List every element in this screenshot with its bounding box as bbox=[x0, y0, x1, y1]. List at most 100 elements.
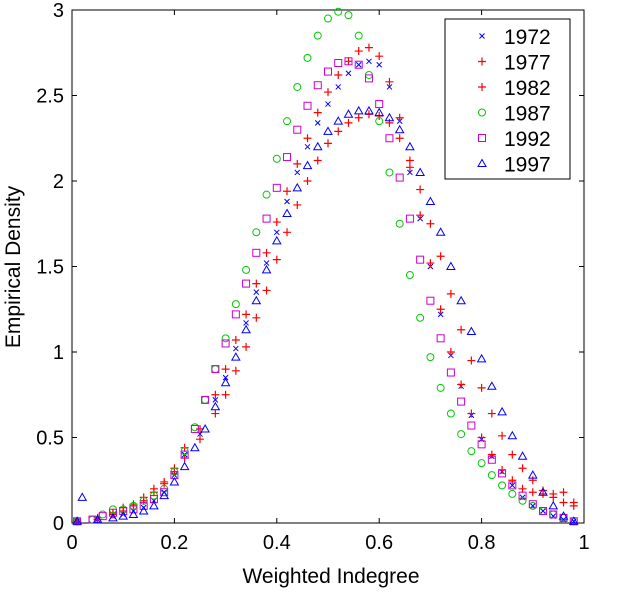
data-point bbox=[272, 154, 281, 163]
y-tick-label: 0.5 bbox=[36, 428, 64, 450]
data-point bbox=[416, 255, 425, 264]
data-point bbox=[538, 487, 548, 496]
data-point bbox=[539, 507, 548, 516]
data-point bbox=[385, 168, 394, 177]
data-point bbox=[221, 339, 230, 348]
data-point bbox=[364, 43, 373, 52]
data-point bbox=[508, 481, 517, 490]
data-point bbox=[212, 397, 219, 403]
data-point bbox=[324, 88, 332, 97]
data-point bbox=[405, 214, 414, 223]
y-tick-label: 1 bbox=[53, 342, 64, 364]
data-point bbox=[384, 112, 395, 122]
data-point bbox=[559, 498, 568, 507]
data-point bbox=[354, 113, 363, 122]
axis-ticks: 0 0.2 0.4 0.6 0.8 1 0 0.5 1 1.5 2 2.5 3 bbox=[36, 0, 589, 554]
data-point bbox=[487, 471, 496, 480]
data-point bbox=[457, 397, 466, 406]
data-point bbox=[210, 401, 221, 411]
y-tick-label: 0 bbox=[53, 513, 64, 535]
data-point bbox=[303, 134, 312, 143]
data-point bbox=[466, 326, 477, 335]
data-point bbox=[457, 380, 466, 389]
data-point bbox=[200, 423, 210, 433]
data-point bbox=[425, 196, 436, 206]
data-point bbox=[211, 365, 220, 374]
data-point bbox=[508, 489, 517, 498]
data-point bbox=[179, 461, 190, 471]
data-point bbox=[497, 406, 507, 416]
data-point bbox=[344, 118, 353, 127]
legend-marker bbox=[479, 33, 485, 39]
data-point bbox=[415, 167, 426, 176]
data-point bbox=[354, 47, 363, 56]
data-point bbox=[98, 512, 107, 521]
x-tick-label: 0 bbox=[66, 532, 77, 554]
data-point bbox=[160, 479, 169, 488]
data-point bbox=[211, 409, 220, 418]
data-point bbox=[231, 310, 240, 319]
x-tick-label: 0.4 bbox=[263, 532, 291, 554]
data-point bbox=[395, 134, 404, 143]
data-point bbox=[253, 289, 260, 296]
data-point bbox=[128, 509, 139, 518]
data-point bbox=[139, 501, 148, 510]
data-point bbox=[325, 101, 331, 107]
data-point bbox=[385, 77, 394, 86]
data-point bbox=[498, 481, 507, 490]
data-point bbox=[507, 430, 518, 440]
data-point bbox=[324, 67, 332, 76]
data-point bbox=[313, 81, 322, 90]
data-point bbox=[375, 117, 384, 126]
data-point bbox=[231, 366, 240, 375]
data-point bbox=[446, 261, 456, 270]
data-point bbox=[394, 124, 405, 134]
data-point bbox=[477, 459, 486, 468]
data-point bbox=[303, 177, 312, 185]
data-point bbox=[221, 390, 230, 399]
data-point bbox=[386, 84, 393, 90]
data-point bbox=[375, 52, 384, 61]
data-point bbox=[487, 455, 496, 464]
y-tick-label: 2.5 bbox=[36, 86, 64, 108]
data-point bbox=[407, 169, 413, 176]
data-point bbox=[293, 159, 302, 168]
data-point bbox=[416, 313, 425, 322]
data-point bbox=[293, 200, 302, 209]
data-point bbox=[241, 324, 251, 334]
data-point bbox=[252, 228, 261, 237]
data-point bbox=[446, 368, 455, 377]
data-point bbox=[312, 141, 323, 151]
data-point bbox=[271, 235, 282, 245]
legend-entry-label: 1972 bbox=[504, 26, 551, 49]
data-point bbox=[242, 265, 251, 274]
data-point bbox=[354, 31, 363, 40]
data-point bbox=[518, 491, 527, 500]
data-point bbox=[477, 433, 486, 442]
data-point bbox=[272, 218, 281, 227]
data-point bbox=[343, 109, 354, 118]
data-point bbox=[549, 510, 558, 519]
data-point bbox=[293, 82, 302, 91]
data-point bbox=[569, 501, 578, 510]
data-point bbox=[139, 496, 148, 505]
data-point bbox=[477, 440, 486, 449]
data-point bbox=[374, 107, 385, 117]
data-point bbox=[508, 450, 517, 459]
legend-marker bbox=[478, 83, 486, 91]
y-tick-label: 3 bbox=[53, 0, 64, 22]
data-point bbox=[517, 451, 528, 460]
data-point bbox=[303, 53, 312, 62]
data-point bbox=[243, 320, 249, 326]
x-tick-label: 0.8 bbox=[468, 532, 496, 554]
data-point bbox=[366, 58, 372, 65]
data-point bbox=[324, 14, 332, 23]
data-point bbox=[568, 516, 579, 525]
data-point bbox=[334, 7, 343, 16]
series-1997 bbox=[72, 105, 579, 525]
data-point bbox=[251, 295, 262, 305]
data-point bbox=[518, 484, 527, 493]
data-point bbox=[334, 59, 343, 68]
